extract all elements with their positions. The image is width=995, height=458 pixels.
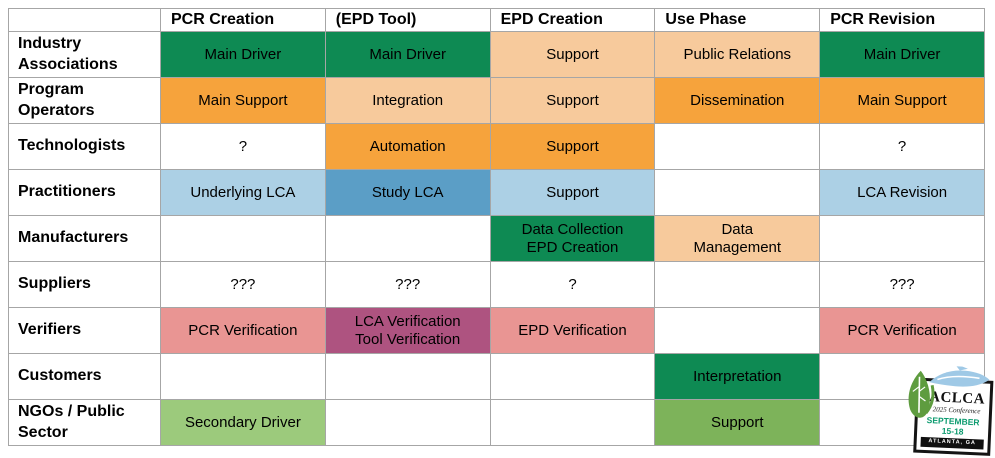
table-row: Practitioners Underlying LCA Study LCA Supp… <box>8 169 985 216</box>
cell: ??? <box>160 261 326 308</box>
cell <box>654 261 821 308</box>
cell: LCA Revision <box>819 169 985 216</box>
cell <box>654 123 821 170</box>
table-row: Suppliers?????????? <box>8 261 985 308</box>
column-header: EPD Creation <box>489 8 656 32</box>
row-label: Industry Associations <box>8 31 161 78</box>
cell: Integration <box>324 77 491 124</box>
cell: ??? <box>819 261 985 308</box>
table-row: Manufacturers Data Collection EPD Creatio… <box>8 215 985 262</box>
cell: Underlying LCA <box>160 169 326 216</box>
cell: Interpretation <box>654 353 821 400</box>
cell: Support <box>489 123 656 170</box>
table-row: Program Operators Main Support Integration… <box>8 77 985 124</box>
cell: Support <box>489 77 656 124</box>
cell: Dissemination <box>654 77 821 124</box>
cell <box>654 307 821 354</box>
row-label: NGOs / Public Sector <box>8 399 161 446</box>
cell: Support <box>489 31 656 78</box>
column-header: PCR Creation <box>160 8 326 32</box>
cell: Support <box>654 399 821 446</box>
cell <box>489 353 656 400</box>
cell: ? <box>160 123 326 170</box>
row-label: Customers <box>8 353 161 400</box>
cell <box>160 353 326 400</box>
cell: Public Relations <box>654 31 821 78</box>
cell: Main Driver <box>819 31 985 78</box>
conference-logo: ACLCA 2025 Conference SEPTEMBER 15-18 AT… <box>900 364 995 458</box>
cell: LCA Verification Tool Verification <box>324 307 491 354</box>
logo-location: ATLANTA, GA <box>928 438 977 447</box>
cell: ??? <box>324 261 491 308</box>
cell <box>819 215 985 262</box>
corner-header <box>8 8 161 32</box>
table-row: Industry Associations Main Driver Main Dri… <box>8 31 985 78</box>
leaf-plane-icon <box>908 364 990 418</box>
row-label: Verifiers <box>8 307 161 354</box>
cell: ? <box>819 123 985 170</box>
row-label: Technologists <box>8 123 161 170</box>
row-label: Program Operators <box>8 77 161 124</box>
row-label: Practitioners <box>8 169 161 216</box>
cell: Study LCA <box>324 169 491 216</box>
table-row: NGOs / Public Sector Secondary Driver Supp… <box>8 399 985 446</box>
table-row: Technologists? Automation Support? <box>8 123 985 170</box>
column-header: Use Phase <box>654 8 821 32</box>
table-row: Verifiers PCR Verification LCA Verificatio… <box>8 307 985 354</box>
row-label: Suppliers <box>8 261 161 308</box>
cell <box>654 169 821 216</box>
cell: Main Driver <box>160 31 326 78</box>
table-row: Customers Interpretation <box>8 353 985 400</box>
cell <box>489 399 656 446</box>
cell: PCR Verification <box>819 307 985 354</box>
cell: PCR Verification <box>160 307 326 354</box>
roles-phases-table: PCR Creation (EPD Tool) EPD Creation Use Ph… <box>8 8 985 446</box>
cell: EPD Verification <box>489 307 656 354</box>
cell <box>324 215 491 262</box>
cell: Support <box>489 169 656 216</box>
logo-dates: 15-18 <box>941 425 964 437</box>
cell: Data Collection EPD Creation <box>489 215 656 262</box>
cell: Main Support <box>819 77 985 124</box>
cell: Data Management <box>654 215 821 262</box>
cell <box>324 353 491 400</box>
cell <box>324 399 491 446</box>
logo-location-bar: ATLANTA, GA <box>920 436 984 450</box>
column-header: (EPD Tool) <box>324 8 491 32</box>
cell: Automation <box>324 123 491 170</box>
header-row: PCR Creation (EPD Tool) EPD Creation Use Ph… <box>8 8 985 32</box>
cell: Main Support <box>160 77 326 124</box>
cell: Main Driver <box>324 31 491 78</box>
cell <box>160 215 326 262</box>
column-header: PCR Revision <box>819 8 985 32</box>
row-label: Manufacturers <box>8 215 161 262</box>
cell: Secondary Driver <box>160 399 326 446</box>
cell: ? <box>489 261 656 308</box>
